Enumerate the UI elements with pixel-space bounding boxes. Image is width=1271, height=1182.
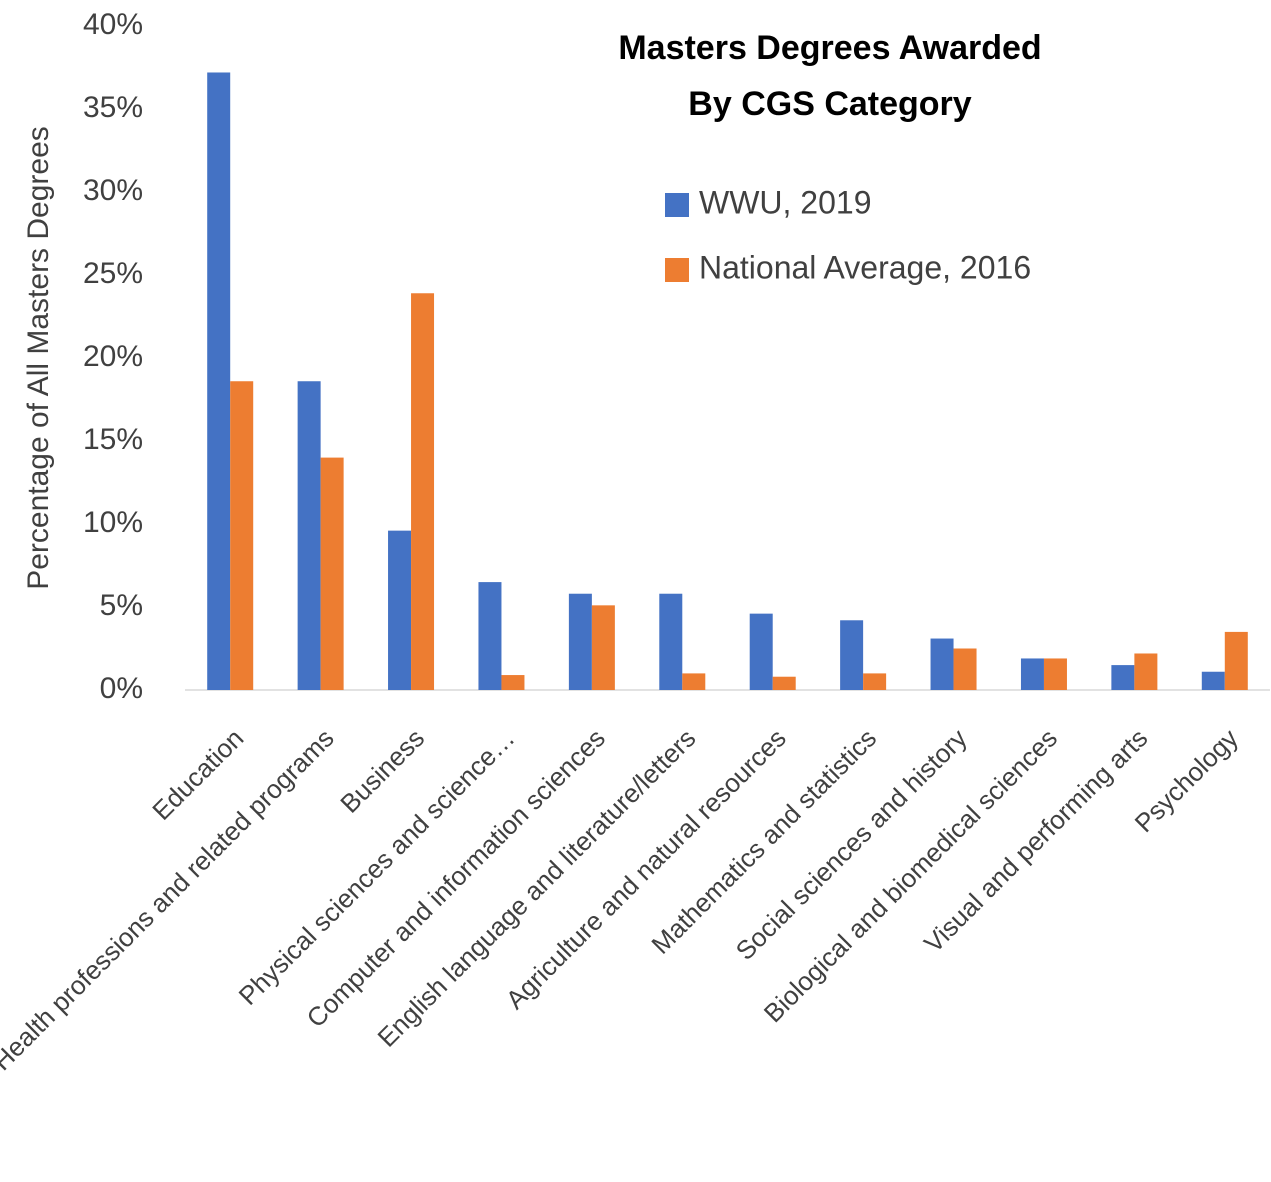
- bar: [568, 593, 592, 690]
- legend-label: National Average, 2016: [699, 249, 1031, 285]
- legend-label: WWU, 2019: [699, 184, 871, 220]
- y-tick-label: 35%: [83, 91, 143, 124]
- bar: [1134, 653, 1158, 690]
- bar: [501, 675, 525, 690]
- bar: [863, 673, 887, 690]
- x-tick-label: English language and literature/letters: [372, 723, 702, 1053]
- y-tick-label: 40%: [83, 8, 143, 41]
- legend-swatch: [665, 258, 689, 282]
- bar: [478, 582, 502, 690]
- bar: [207, 72, 231, 691]
- y-tick-label: 30%: [83, 174, 143, 207]
- bar: [840, 620, 864, 690]
- y-tick-label: 10%: [83, 506, 143, 539]
- chart-title: By CGS Category: [688, 85, 971, 123]
- bar: [930, 638, 954, 690]
- y-tick-label: 15%: [83, 423, 143, 456]
- bar: [749, 613, 773, 690]
- bar: [388, 530, 412, 690]
- bar: [230, 381, 254, 690]
- bar: [1201, 671, 1225, 690]
- x-tick-label: Business: [334, 723, 430, 819]
- legend-swatch: [665, 193, 689, 217]
- bar: [1224, 631, 1248, 690]
- y-tick-label: 5%: [100, 589, 143, 622]
- bar: [297, 381, 321, 690]
- bar: [591, 605, 615, 690]
- bar: [659, 593, 683, 690]
- bar: [682, 673, 706, 690]
- bar: [320, 457, 344, 690]
- y-tick-label: 25%: [83, 257, 143, 290]
- y-axis-label: Percentage of All Masters Degrees: [22, 126, 55, 590]
- x-tick-label: Health professions and related programs: [0, 723, 340, 1076]
- bar: [411, 293, 435, 690]
- y-tick-label: 0%: [100, 672, 143, 705]
- bar: [1043, 658, 1067, 690]
- chart-title: Masters Degrees Awarded: [618, 29, 1041, 67]
- bar: [772, 676, 796, 690]
- y-tick-label: 20%: [83, 340, 143, 373]
- bar: [1111, 665, 1135, 690]
- bar: [953, 648, 977, 690]
- bar: [1020, 658, 1044, 690]
